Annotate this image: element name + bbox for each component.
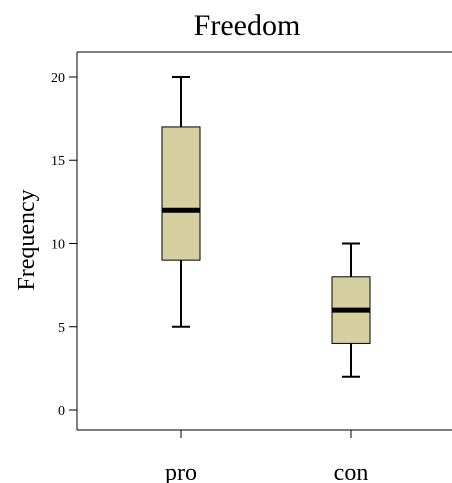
- y-tick-label: 5: [58, 321, 65, 336]
- y-tick-label: 0: [58, 404, 65, 419]
- y-tick-label: 20: [51, 71, 65, 86]
- y-tick-label: 15: [51, 154, 65, 169]
- x-tick-label: con: [334, 460, 369, 483]
- x-tick-label: pro: [165, 460, 197, 483]
- x-axis-ticks: pro con: [165, 430, 368, 483]
- chart-title: Freedom: [194, 9, 301, 42]
- box-plot-pro: [161, 75, 201, 328]
- box-series: [161, 75, 371, 378]
- y-axis-ticks: 0 5 10 15 20: [51, 71, 77, 419]
- iqr-box: [161, 126, 201, 261]
- y-axis-label: Frequency: [14, 189, 40, 290]
- y-tick-label: 10: [51, 237, 65, 252]
- box-plot-con: [331, 242, 371, 378]
